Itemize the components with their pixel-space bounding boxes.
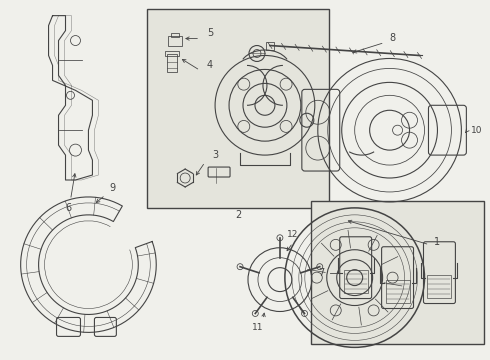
Bar — [343, 270, 368, 293]
Text: 5: 5 — [207, 28, 213, 37]
Bar — [386, 280, 410, 302]
Text: 7: 7 — [318, 267, 325, 278]
Text: 12: 12 — [287, 230, 298, 239]
Text: 9: 9 — [109, 183, 116, 193]
Bar — [147, 9, 329, 208]
Text: 11: 11 — [252, 323, 264, 332]
Text: 1: 1 — [435, 237, 441, 247]
Text: 8: 8 — [390, 32, 395, 42]
Text: 4: 4 — [207, 60, 213, 71]
Bar — [311, 201, 484, 345]
Bar — [167, 54, 177, 72]
Text: 2: 2 — [235, 210, 241, 220]
Bar — [427, 275, 451, 298]
Bar — [168, 36, 182, 45]
Bar — [266, 41, 274, 50]
Text: 6: 6 — [66, 203, 72, 213]
Text: 3: 3 — [212, 150, 218, 160]
Bar — [165, 50, 179, 57]
Bar — [171, 32, 179, 37]
Text: 10: 10 — [470, 126, 482, 135]
